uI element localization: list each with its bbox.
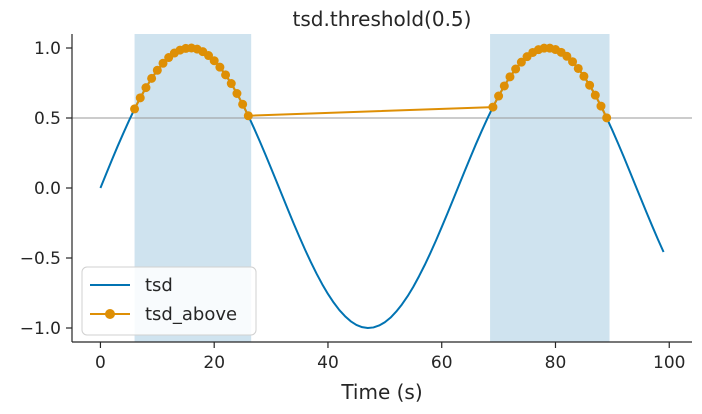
data-point-tsd-above xyxy=(243,111,253,121)
data-point-tsd-above xyxy=(499,81,509,91)
data-point-tsd-above xyxy=(596,101,606,111)
data-point-tsd-above xyxy=(232,89,242,98)
y-tick-label: −1.0 xyxy=(20,319,61,339)
series-group xyxy=(99,43,665,329)
data-point-tsd-above xyxy=(221,70,231,80)
data-point-tsd-above xyxy=(590,90,600,100)
data-point-tsd-above xyxy=(573,63,583,73)
y-tick-label: 1.0 xyxy=(34,39,61,59)
chart-title: tsd.threshold(0.5) xyxy=(293,7,472,31)
y-tick-label: 0.5 xyxy=(34,109,61,129)
x-tick-label: 100 xyxy=(653,353,685,373)
data-point-tsd-above xyxy=(238,99,248,109)
x-tick-label: 80 xyxy=(545,353,567,373)
data-point-tsd-above xyxy=(505,72,515,82)
legend-label-tsd-above: tsd_above xyxy=(145,304,237,325)
data-point-tsd-above xyxy=(494,91,504,101)
data-point-tsd-above xyxy=(516,57,526,67)
data-point-tsd-above xyxy=(215,62,225,72)
axes: 0 20 40 60 80 100 1.0 0.5 0.0 −0.5 −1.0 xyxy=(20,34,692,373)
data-point-tsd-above xyxy=(204,51,214,61)
data-point-tsd-above xyxy=(158,58,168,68)
data-point-tsd-above xyxy=(562,51,572,61)
data-point-tsd-above xyxy=(152,65,162,75)
x-tick-label: 20 xyxy=(203,353,225,373)
data-point-tsd-above xyxy=(585,80,595,90)
data-point-tsd-above xyxy=(602,113,612,123)
data-point-tsd-above xyxy=(226,79,236,89)
data-point-tsd-above xyxy=(579,71,589,81)
data-point-tsd-above xyxy=(511,64,521,74)
legend: tsd tsd_above xyxy=(81,266,257,336)
x-tick-label: 60 xyxy=(431,353,453,373)
data-point-tsd-above xyxy=(141,83,151,93)
legend-marker-tsd-above xyxy=(105,309,115,319)
legend-label-tsd: tsd xyxy=(145,275,173,296)
data-point-tsd-above xyxy=(130,104,140,114)
data-point-tsd-above xyxy=(209,56,219,66)
y-tick-label: 0.0 xyxy=(34,179,61,199)
x-tick-label: 40 xyxy=(317,353,339,373)
data-point-tsd-above xyxy=(135,93,145,103)
data-point-tsd-above xyxy=(568,57,578,67)
data-point-tsd-above xyxy=(147,73,157,83)
x-axis-label: Time (s) xyxy=(340,380,422,404)
data-point-tsd-above xyxy=(488,102,498,112)
x-tick-label: 0 xyxy=(95,353,106,373)
y-tick-label: −0.5 xyxy=(20,249,61,269)
